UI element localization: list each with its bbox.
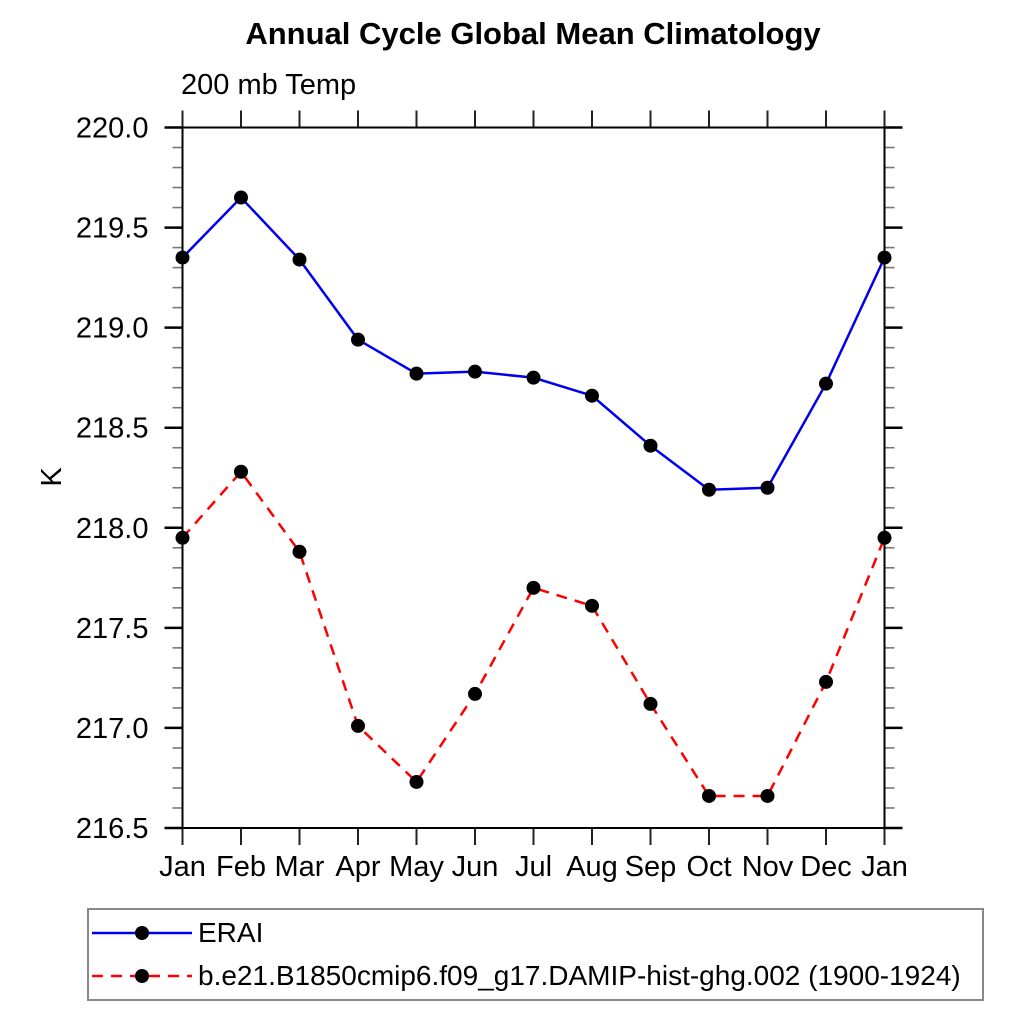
data-point-marker (526, 580, 541, 595)
data-point-marker (351, 718, 365, 733)
legend-row-erai: ERAI (91, 914, 982, 952)
x-tick-label: Jun (452, 851, 499, 883)
x-tick-label: Jan (861, 851, 908, 883)
legend-marker-dot (135, 926, 149, 941)
y-major-ticks (164, 126, 903, 830)
x-tick-label: Oct (686, 851, 731, 883)
y-tick-label: 218.0 (76, 513, 149, 545)
data-point-marker (702, 788, 716, 803)
data-point-marker (643, 696, 658, 711)
plot-frame-rect (181, 126, 886, 829)
data-point-marker (526, 370, 541, 385)
data-point-marker (760, 480, 775, 495)
legend-label-erai: ERAI (198, 917, 264, 949)
data-point-marker (409, 774, 424, 789)
x-tick-label: Mar (275, 851, 325, 883)
x-tick-label: Jul (515, 851, 552, 883)
y-tick-label: 218.5 (76, 413, 149, 445)
data-point-marker (292, 252, 307, 267)
y-tick-label: 217.5 (76, 613, 149, 645)
data-point-marker (351, 332, 365, 347)
data-point-marker (702, 482, 716, 497)
x-tick-label: May (389, 851, 444, 883)
legend: ERAI b.e21.B1850cmip6.f09_g17.DAMIP-hist… (87, 908, 984, 1001)
chart-title: Annual Cycle Global Mean Climatology (245, 16, 821, 51)
y-tick-labels: 216.5 217.0 217.5 218.0 218.5 219.0 219.5 220.0 (76, 113, 149, 846)
series-model (175, 464, 892, 803)
x-tick-label: Jan (159, 851, 206, 883)
y-tick-label: 219.0 (76, 313, 149, 345)
plot-frame (181, 126, 886, 829)
x-tick-label: Aug (566, 851, 618, 883)
legend-swatch-dashed-red (92, 968, 192, 983)
data-point-marker (292, 544, 307, 559)
legend-label-model: b.e21.B1850cmip6.f09_g17.DAMIP-hist-ghg.… (198, 959, 961, 991)
data-point-marker (585, 598, 599, 613)
series-line (181, 470, 886, 798)
data-point-marker (468, 686, 482, 701)
legend-marker-dot (135, 968, 149, 983)
y-minor-ticks (172, 146, 895, 809)
data-point-marker (643, 438, 658, 453)
chart-left-subtitle: 200 mb Temp (181, 69, 357, 101)
x-tick-label: Sep (625, 851, 677, 883)
series-line (181, 196, 886, 492)
x-tick-labels: Jan Feb Mar Apr May Jun Jul Aug Sep Oct Nov Dec Jan (159, 851, 908, 883)
y-tick-label: 216.5 (76, 813, 149, 845)
data-point-marker (409, 366, 424, 381)
data-point-marker (234, 190, 248, 205)
series-erai (175, 190, 892, 497)
data-point-marker (585, 388, 599, 403)
legend-row-model: b.e21.B1850cmip6.f09_g17.DAMIP-hist-ghg.… (91, 957, 982, 995)
data-point-marker (175, 250, 190, 265)
legend-swatch-solid-blue (92, 926, 192, 941)
data-point-marker (234, 464, 248, 479)
x-month-ticks (181, 110, 886, 845)
data-point-marker (175, 530, 190, 545)
y-tick-label: 217.0 (76, 713, 149, 745)
x-tick-label: Dec (800, 851, 852, 883)
data-point-marker (877, 530, 892, 545)
data-point-marker (760, 788, 775, 803)
y-tick-label: 219.5 (76, 213, 149, 245)
y-tick-label: 220.0 (76, 113, 149, 145)
x-tick-label: Nov (742, 851, 794, 883)
data-point-marker (468, 364, 482, 379)
x-tick-label: Apr (335, 851, 380, 883)
data-point-marker (819, 674, 833, 689)
x-tick-label: Feb (216, 851, 266, 883)
data-point-marker (819, 376, 833, 391)
data-point-marker (877, 250, 892, 265)
